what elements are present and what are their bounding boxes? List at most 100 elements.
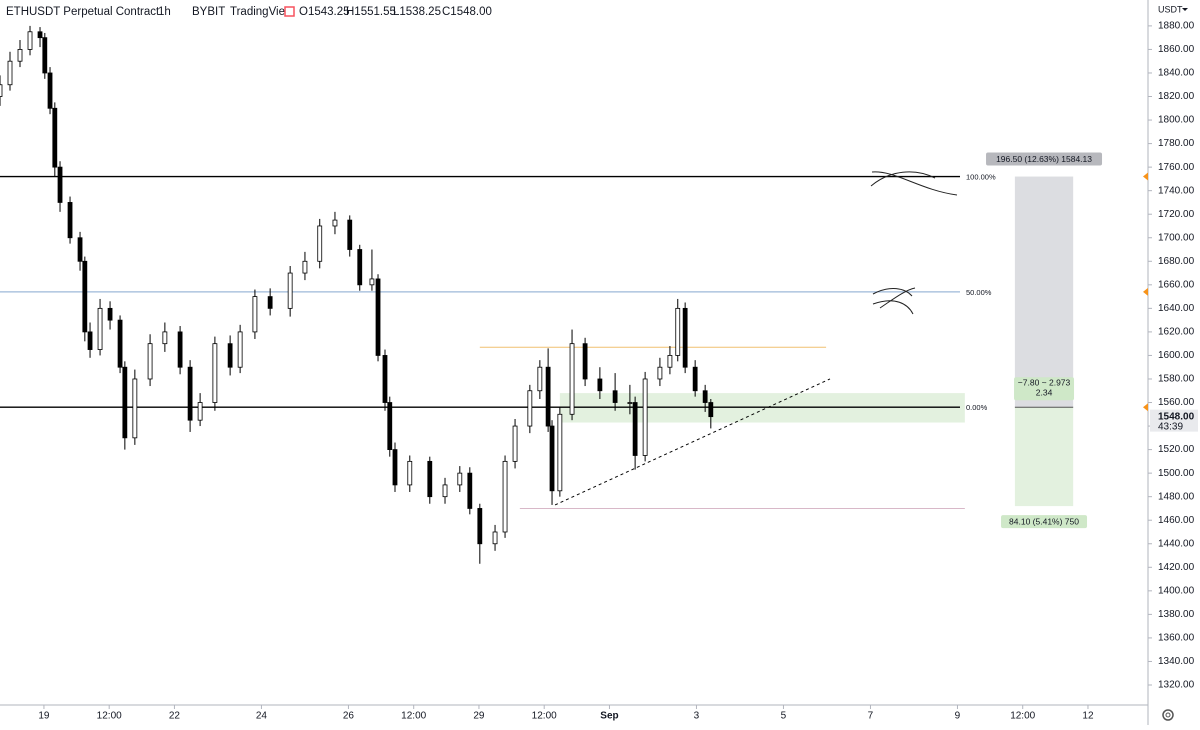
x-tick-label: 7 [868,711,874,722]
candle-body [67,202,73,239]
candle-body [527,390,533,427]
candle-body [162,331,168,345]
y-tick-label: 1620.00 [1158,327,1195,338]
y-tick-label: 1720.00 [1158,209,1195,220]
candle-body [407,460,413,486]
candle-body [87,331,93,350]
candle-body [82,260,88,333]
countdown: 43:39 [1158,421,1183,432]
candle-body [702,390,708,403]
fib-level-label: 0.00% [966,403,988,412]
candle-body [387,402,393,450]
candle-body [107,307,113,321]
x-tick-label: 12:00 [1010,711,1035,722]
candle-body [17,49,23,62]
candle-body [57,166,63,203]
settings-icon[interactable] [1162,709,1174,721]
candle-body [42,37,48,74]
candle-body [347,219,353,250]
y-tick-label: 1440.00 [1158,538,1195,549]
y-tick-label: 1880.00 [1158,21,1195,32]
y-tick-label: 1700.00 [1158,232,1195,243]
x-tick-label: 22 [169,711,181,722]
candle-body [97,307,103,350]
candle-body [375,278,381,356]
candle-body [442,484,448,498]
candle-body [632,402,638,456]
position-stop-area [1014,407,1074,507]
ohlc-close: C1548.00 [442,6,492,18]
x-tick-label: 19 [38,711,50,722]
candle-body [147,343,153,380]
position-ratio-box [1014,377,1075,401]
y-tick-label: 1360.00 [1158,633,1195,644]
ohlc-high: H1551.55 [346,6,396,18]
candle-body [597,378,603,392]
candle-body [708,402,714,418]
candle-body [467,472,473,509]
candle-body [212,343,218,403]
y-tick-label: 1740.00 [1158,185,1195,196]
x-tick-label: 29 [473,711,485,722]
candle-body [692,366,698,392]
candle-body [317,225,323,262]
candle-body [287,272,293,309]
candle-body [357,249,363,286]
candle-body [627,402,633,404]
candle-body [27,31,33,50]
candle-body [47,72,53,109]
last-price-box [1150,409,1198,432]
candle-body [252,296,258,333]
candle-body [177,331,183,368]
trend-line [554,378,831,506]
hand-drawn-mark [870,171,958,196]
y-tick-label: 1600.00 [1158,350,1195,361]
position-ratio-value: 2.34 [1036,387,1053,397]
plot-area: 100.00% 50.00% 0.00% [0,25,996,564]
candle-body [382,355,388,403]
level-marker [1143,403,1148,412]
candle-body [392,449,398,486]
fib-level-label: 100.00% [966,173,996,182]
status-icon [284,6,295,17]
currency-selector[interactable]: USDT [1158,4,1183,14]
x-tick-label: 12:00 [97,711,122,722]
candle-body [557,413,563,492]
candle-body [7,60,13,86]
y-tick-label: 1800.00 [1158,115,1195,126]
candle-body [122,366,128,439]
candle-body [549,425,555,492]
candle-body [0,84,3,97]
y-tick-label: 1560.00 [1158,397,1195,408]
y-tick-label: 1680.00 [1158,256,1195,267]
x-tick-label: 3 [694,711,700,722]
candle-body [227,343,233,368]
y-tick-label: 1660.00 [1158,279,1195,290]
candle-body [37,31,43,39]
interval: 1h [158,6,171,18]
candle-body [682,307,688,368]
y-tick-label: 1820.00 [1158,91,1195,102]
y-tick-label: 1640.00 [1158,303,1195,314]
exchange: BYBIT [192,6,225,18]
position-stop-label: 84.10 (5.41%) 750 [1009,516,1079,526]
y-tick-label: 1500.00 [1158,468,1195,479]
y-tick-label: 1380.00 [1158,609,1195,620]
y-tick-label: 1420.00 [1158,562,1195,573]
position-target-label: 196.50 (12.63%) 1584.13 [996,154,1092,164]
position-stop-label-box [1001,515,1088,529]
x-tick-label: 5 [781,711,787,722]
x-tick-label: 24 [256,711,268,722]
candle-body [477,508,483,545]
x-tick-label: 12 [1082,711,1094,722]
candle-body [569,343,575,415]
last-price-label: 1548.00 [1158,411,1195,422]
candle-body [77,237,83,262]
y-tick-label: 1400.00 [1158,585,1195,596]
x-tick-label: 26 [343,711,355,722]
dropdown-arrow[interactable] [1182,8,1188,11]
candle-body [117,319,123,368]
candle-body [197,402,203,421]
